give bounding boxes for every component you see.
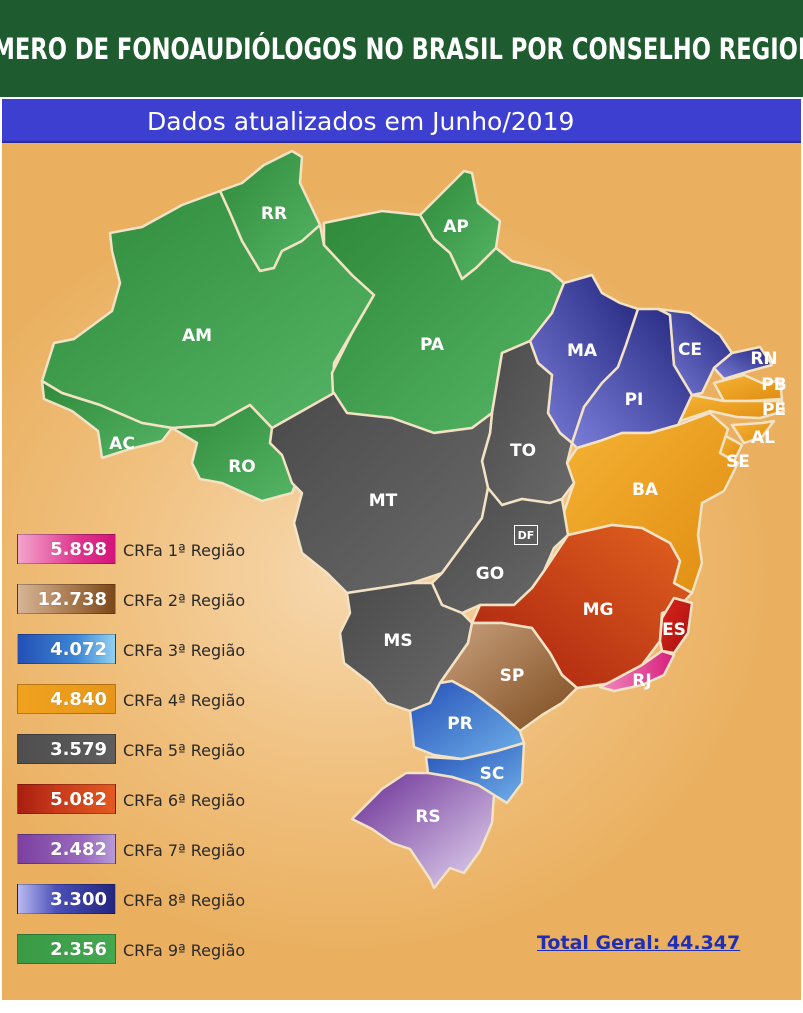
legend-label: CRFa 5ª Região — [123, 741, 246, 760]
state-ce[interactable] — [656, 307, 734, 397]
legend-swatch: 3.300 — [17, 884, 116, 914]
state-rs[interactable] — [350, 771, 496, 890]
legend-swatch: 4.072 — [17, 634, 116, 664]
label-ma: MA — [567, 341, 598, 361]
map-canvas: RR AP AM PA AC RO MA PI CE RN PB PE AL S… — [2, 143, 801, 1000]
label-ro: RO — [228, 457, 256, 477]
state-rn[interactable] — [712, 345, 774, 381]
state-al[interactable] — [730, 419, 776, 445]
legend-value: 5.082 — [50, 789, 107, 810]
update-date-text: Dados atualizados em Junho/2019 — [147, 107, 575, 136]
label-to: TO — [510, 441, 536, 461]
label-rn: RN — [750, 349, 777, 369]
label-mt: MT — [369, 491, 398, 511]
label-ba: BA — [632, 480, 659, 500]
brazil-map: RR AP AM PA AC RO MA PI CE RN PB PE AL S… — [40, 149, 787, 890]
legend-swatch: 12.738 — [17, 584, 116, 614]
label-ap: AP — [443, 217, 469, 237]
label-pb: PB — [761, 375, 786, 395]
subheader-bar: Dados atualizados em Junho/2019 — [2, 99, 801, 143]
legend-label: CRFa 7ª Região — [123, 841, 246, 860]
legend-value: 3.579 — [50, 739, 107, 760]
legend-value: 5.898 — [50, 539, 107, 560]
header-bar: NÚMERO DE FONOAUDIÓLOGOS NO BRASIL POR C… — [0, 0, 803, 97]
label-es: ES — [662, 620, 686, 640]
label-pa: PA — [420, 335, 445, 355]
label-rr: RR — [261, 204, 287, 224]
legend-swatch: 5.082 — [17, 784, 116, 814]
legend-value: 4.840 — [50, 689, 107, 710]
total-link[interactable]: Total Geral: 44.347 — [537, 932, 741, 954]
legend-value: 3.300 — [50, 889, 107, 910]
legend-swatch: 4.840 — [17, 684, 116, 714]
label-rs: RS — [415, 807, 440, 827]
state-ac[interactable] — [40, 379, 174, 460]
label-pi: PI — [625, 390, 644, 410]
legend-label: CRFa 3ª Região — [123, 641, 246, 660]
label-se: SE — [726, 452, 750, 472]
state-sp[interactable] — [438, 621, 579, 733]
legend-label: CRFa 6ª Região — [123, 791, 246, 810]
state-pr[interactable] — [408, 679, 526, 761]
legend-label: CRFa 4ª Região — [123, 691, 246, 710]
label-sp: SP — [500, 666, 525, 686]
legend-swatch: 3.579 — [17, 734, 116, 764]
label-al: AL — [751, 428, 775, 448]
legend-value: 2.482 — [50, 839, 107, 860]
legend-swatch: 5.898 — [17, 534, 116, 564]
legend-label: CRFa 9ª Região — [123, 941, 246, 960]
label-ms: MS — [383, 631, 412, 651]
label-am: AM — [182, 326, 212, 346]
label-rj: RJ — [632, 671, 651, 691]
label-pe: PE — [762, 400, 786, 420]
page-title: NÚMERO DE FONOAUDIÓLOGOS NO BRASIL POR C… — [0, 31, 803, 66]
legend-value: 2.356 — [50, 939, 107, 960]
label-mg: MG — [583, 600, 614, 620]
label-df: DF — [514, 525, 538, 545]
legend-label: CRFa 1ª Região — [123, 541, 246, 560]
legend-label: CRFa 8ª Região — [123, 891, 246, 910]
legend-swatch: 2.356 — [17, 934, 116, 964]
state-pe[interactable] — [678, 393, 786, 423]
legend-swatch: 2.482 — [17, 834, 116, 864]
legend-value: 4.072 — [50, 639, 107, 660]
label-ac: AC — [109, 434, 135, 454]
legend-value: 12.738 — [37, 589, 107, 610]
label-sc: SC — [480, 764, 505, 784]
label-pr: PR — [447, 714, 473, 734]
state-mt[interactable] — [268, 391, 494, 595]
state-rj[interactable] — [598, 649, 676, 693]
legend-label: CRFa 2ª Região — [123, 591, 246, 610]
label-go: GO — [476, 564, 504, 584]
label-ce: CE — [678, 340, 702, 360]
